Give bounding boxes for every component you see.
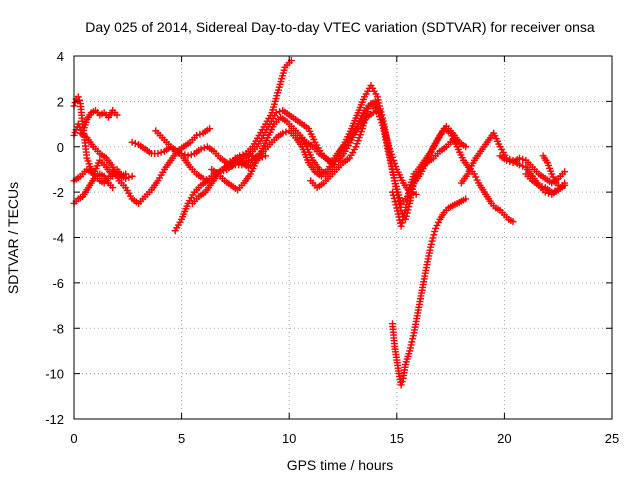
data-point <box>397 381 405 389</box>
series-arc-14 <box>388 125 517 230</box>
data-point <box>515 154 523 162</box>
data-point <box>109 184 117 192</box>
series-arc-19 <box>522 170 569 196</box>
data-point <box>561 168 569 176</box>
data-point <box>390 194 398 202</box>
data-point <box>74 93 82 101</box>
series-arc-3 <box>70 156 136 185</box>
data-point <box>128 172 136 180</box>
x-tick-label: 10 <box>282 431 296 446</box>
data-point <box>196 130 204 138</box>
data-point <box>206 125 214 133</box>
data-point <box>392 201 400 209</box>
data-point <box>538 182 546 190</box>
y-tick-label: 2 <box>57 94 64 109</box>
y-axis-label: SDTVAR / TECUs <box>5 182 21 294</box>
data-point <box>157 148 165 156</box>
data-point <box>401 209 409 217</box>
data-point <box>178 150 186 158</box>
data-point <box>171 147 179 155</box>
data-point <box>122 175 130 183</box>
data-point <box>398 378 406 386</box>
data-point <box>113 111 121 119</box>
data-point <box>503 156 511 164</box>
series-arc-12 <box>296 81 470 223</box>
data-point <box>131 139 139 147</box>
chart-title: Day 025 of 2014, Sidereal Day-to-day VTE… <box>85 19 595 35</box>
y-tick-label: -4 <box>52 231 64 246</box>
data-point <box>431 228 439 236</box>
data-point <box>548 188 556 196</box>
data-point <box>535 181 543 189</box>
x-tick-label: 5 <box>178 431 185 446</box>
y-tick-label: -12 <box>45 412 64 427</box>
x-tick-label: 15 <box>390 431 404 446</box>
data-point <box>71 99 79 107</box>
y-tick-label: -2 <box>52 185 64 200</box>
data-point <box>369 109 377 117</box>
data-point <box>248 155 256 163</box>
data-point <box>391 198 399 206</box>
series-arc-4 <box>70 170 117 207</box>
y-tick-label: -10 <box>45 367 64 382</box>
data-point <box>174 148 182 156</box>
data-point <box>519 162 527 170</box>
data-point <box>193 131 201 139</box>
data-point <box>227 159 235 167</box>
data-point <box>398 219 406 227</box>
grid-layer <box>74 56 612 419</box>
y-tick-label: 0 <box>57 140 64 155</box>
series-arc-7 <box>152 127 270 167</box>
data-point <box>282 128 290 136</box>
data-layer <box>70 57 569 389</box>
data-point <box>462 143 470 151</box>
data-point <box>272 109 280 117</box>
data-point <box>399 216 407 224</box>
data-point <box>154 150 162 158</box>
data-point <box>279 129 287 137</box>
x-tick-label: 25 <box>605 431 619 446</box>
data-point <box>125 173 133 181</box>
data-point <box>551 187 559 195</box>
data-point <box>397 222 405 230</box>
data-point <box>109 172 117 180</box>
data-point <box>184 152 192 160</box>
data-point <box>427 240 435 248</box>
data-point <box>509 218 517 226</box>
y-tick-label: -8 <box>52 321 64 336</box>
data-point <box>430 231 438 239</box>
series-arc-13 <box>307 97 463 207</box>
data-point <box>181 151 189 159</box>
data-point <box>400 213 408 221</box>
series-arc-15 <box>388 195 470 389</box>
x-axis-label: GPS time / hours <box>287 457 394 473</box>
y-tick-label: 4 <box>57 49 64 64</box>
data-point <box>462 195 470 203</box>
data-point <box>519 155 527 163</box>
data-point <box>75 96 83 104</box>
data-point <box>389 191 397 199</box>
data-point <box>220 167 228 175</box>
data-point <box>561 179 569 187</box>
data-point <box>388 188 396 196</box>
data-point <box>197 145 205 153</box>
y-tick-label: -6 <box>52 276 64 291</box>
x-tick-label: 0 <box>70 431 77 446</box>
series-arc-5 <box>76 125 214 207</box>
x-tick-label: 20 <box>497 431 511 446</box>
data-point <box>428 237 436 245</box>
series-arc-17 <box>496 152 569 187</box>
data-point <box>515 161 523 169</box>
data-point <box>128 138 136 146</box>
data-point <box>187 151 195 159</box>
data-point <box>429 234 437 242</box>
